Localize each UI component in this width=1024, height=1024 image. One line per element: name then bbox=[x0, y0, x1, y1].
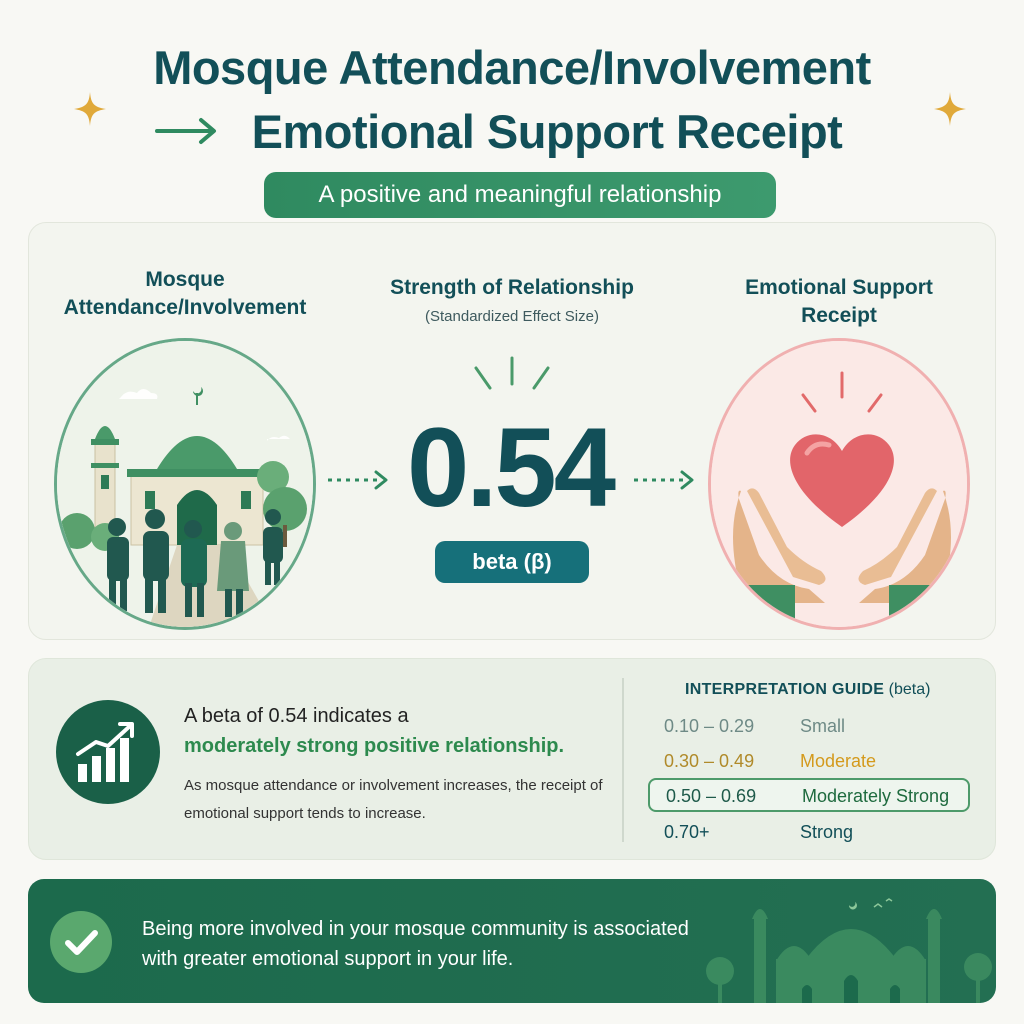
guide-label: Small bbox=[800, 716, 846, 736]
sparkle-icon bbox=[934, 92, 966, 126]
mosque-with-people-icon bbox=[54, 338, 316, 630]
guide-row-moderately-strong: 0.50 – 0.69 Moderately Strong bbox=[648, 778, 970, 812]
guide-range: 0.50 – 0.69 bbox=[666, 786, 757, 806]
guide-range: 0.10 – 0.29 bbox=[664, 716, 755, 736]
subtitle-badge: A positive and meaningful relationship bbox=[264, 172, 776, 218]
right-column-heading: Emotional Support Receipt bbox=[745, 276, 933, 327]
interpretation-guide-title: INTERPRETATION GUIDE (beta) bbox=[685, 681, 931, 698]
takeaway-text: Being more involved in your mosque commu… bbox=[142, 918, 689, 970]
takeaway-banner bbox=[28, 879, 996, 1003]
guide-label: Moderate bbox=[800, 751, 877, 771]
guide-row-small: 0.10 – 0.29 Small bbox=[648, 709, 970, 743]
bar-chart-trend-icon bbox=[56, 700, 160, 804]
title-line-1: Mosque Attendance/Involvement bbox=[153, 41, 871, 94]
emphasis-rays-icon bbox=[474, 356, 550, 390]
guide-row-moderate: 0.30 – 0.49 Moderate bbox=[648, 744, 970, 778]
guide-range: 0.30 – 0.49 bbox=[664, 751, 755, 771]
guide-label: Moderately Strong bbox=[802, 786, 950, 806]
interpretation-panel bbox=[28, 658, 996, 860]
guide-range: 0.70+ bbox=[664, 822, 710, 842]
explanation-detail: As mosque attendance or involvement incr… bbox=[184, 777, 603, 822]
dotted-arrow-right-icon bbox=[634, 470, 694, 490]
dotted-arrow-left-icon bbox=[328, 470, 388, 490]
explanation-intro: A beta of 0.54 indicates a bbox=[184, 705, 409, 727]
heart-in-hands-icon bbox=[708, 338, 970, 630]
guide-row-strong: 0.70+ Strong bbox=[648, 815, 970, 849]
center-column-heading: Strength of Relationship bbox=[390, 276, 634, 299]
effect-size-value: 0.54 bbox=[407, 405, 616, 530]
left-column-heading: Mosque Attendance/Involvement bbox=[63, 268, 307, 319]
title-line-2: Emotional Support Receipt bbox=[251, 105, 843, 158]
check-circle-icon bbox=[50, 911, 112, 973]
explanation-highlight: moderately strong positive relationship. bbox=[184, 735, 565, 757]
divider bbox=[622, 678, 624, 842]
sparkle-icon bbox=[74, 92, 106, 126]
center-column-subheading: (Standardized Effect Size) bbox=[425, 308, 599, 325]
beta-badge: beta (β) bbox=[435, 541, 589, 583]
guide-label: Strong bbox=[800, 822, 854, 842]
mosque-silhouette-icon bbox=[706, 898, 992, 1003]
right-arrow-icon bbox=[155, 118, 216, 144]
